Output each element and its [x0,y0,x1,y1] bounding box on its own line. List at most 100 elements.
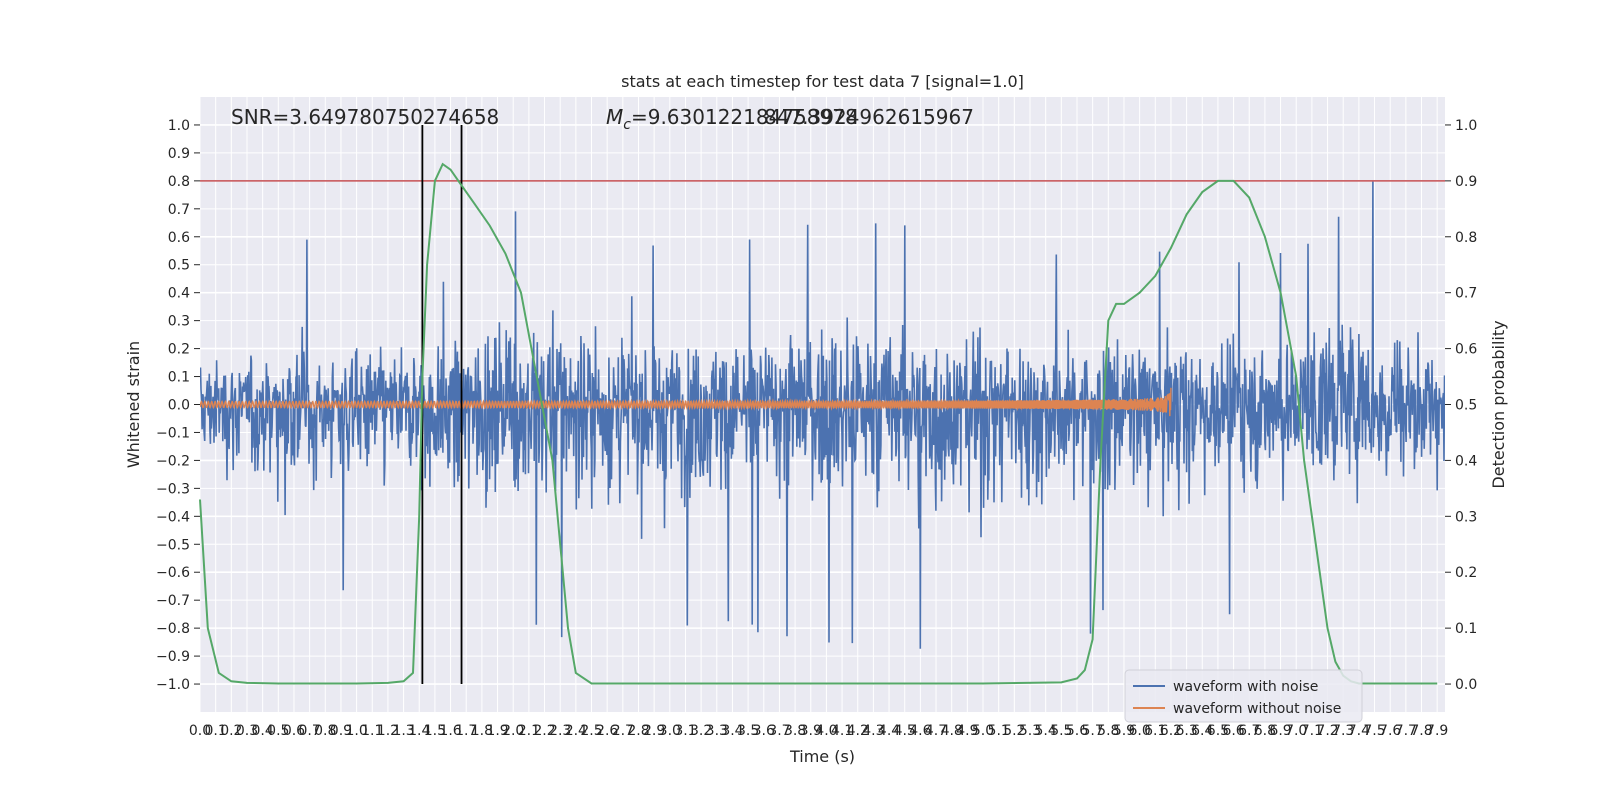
x-tick-label: 0.3 [236,723,258,739]
x-axis-label: Time (s) [789,747,855,766]
x-tick-label: 0.2 [220,723,242,739]
x-tick-label: 6.9 [1269,723,1291,739]
waveform-with-noise-line [200,181,1445,649]
y-tick-label: −0.3 [156,481,190,497]
y-tick-label: −0.6 [156,565,190,581]
x-axis-ticks: 0.00.10.20.30.40.50.60.70.80.91.01.11.21… [189,723,1448,739]
x-tick-label: 2.2 [533,723,555,739]
y2-tick-label: 0.6 [1455,342,1477,358]
x-tick-label: 6.1 [1144,723,1166,739]
y2-tick-label: 0.5 [1455,398,1477,414]
x-tick-label: 7.0 [1285,723,1307,739]
y2-axis-ticks: 1.0 0.9 0.8 0.7 0.6 0.5 0.4 0.3 0.2 0.1 0.0 [1445,118,1477,693]
x-tick-label: 4.4 [878,723,900,739]
x-tick-label: 3.1 [674,723,696,739]
x-tick-label: 0.8 [314,723,336,739]
x-tick-label: 2.9 [643,723,665,739]
x-tick-label: 7.7 [1395,723,1417,739]
x-tick-label: 5.0 [972,723,994,739]
x-tick-label: 1.1 [361,723,383,739]
y2-tick-label: 0.7 [1455,286,1477,302]
x-tick-label: 0.7 [298,723,320,739]
y-tick-label: 0.8 [168,174,190,190]
x-tick-label: 0.6 [283,723,305,739]
x-tick-label: 5.1 [988,723,1010,739]
x-tick-label: 6.4 [1191,723,1213,739]
waveform-with-noise-series [200,181,1445,649]
y-tick-label: 0.5 [168,258,190,274]
x-tick-label: 2.7 [612,723,634,739]
y2-axis-label: Detection probability [1489,320,1508,488]
y-tick-label: −0.4 [156,509,190,525]
x-tick-label: 7.3 [1332,723,1354,739]
waveform-without-noise-series [200,387,1172,417]
x-tick-label: 6.2 [1160,723,1182,739]
x-tick-label: 1.8 [471,723,493,739]
x-tick-label: 2.0 [502,723,524,739]
x-tick-label: 4.0 [815,723,837,739]
x-tick-label: 1.5 [424,723,446,739]
x-tick-label: 7.4 [1348,723,1370,739]
x-tick-label: 7.5 [1363,723,1385,739]
x-tick-label: 7.9 [1426,723,1448,739]
y-tick-label: 0.6 [168,230,190,246]
y2-tick-label: 0.4 [1455,453,1477,469]
x-tick-label: 0.4 [252,723,274,739]
chirp-mass-annotation: Mc=9.630122184758978 [606,105,858,133]
legend-entry-clean: waveform without noise [1173,701,1341,717]
x-tick-label: 7.2 [1316,723,1338,739]
y2-tick-label: 0.9 [1455,174,1477,190]
x-tick-label: 3.8 [784,723,806,739]
y2-tick-label: 0.3 [1455,509,1477,525]
x-tick-label: 6.5 [1207,723,1229,739]
y-axis-ticks: 1.0 0.9 0.8 0.7 0.6 0.5 0.4 0.3 0.2 0.1 0.0 −0.1 −0.… [156,118,200,693]
y-tick-label: −0.5 [156,537,190,553]
y-tick-label: −1.0 [156,677,190,693]
x-tick-label: 5.4 [1035,723,1057,739]
x-tick-label: 7.6 [1379,723,1401,739]
x-tick-label: 6.3 [1175,723,1197,739]
x-tick-label: 6.6 [1222,723,1244,739]
x-tick-label: 4.9 [956,723,978,739]
y-tick-label: 0.0 [168,398,190,414]
x-tick-label: 2.8 [627,723,649,739]
x-tick-label: 2.6 [596,723,618,739]
y-tick-label: −0.8 [156,621,190,637]
snr-annotation: SNR=3.649780750274658 [231,105,499,129]
x-tick-label: 5.6 [1066,723,1088,739]
legend-box [1124,669,1363,723]
x-tick-label: 6.8 [1254,723,1276,739]
x-tick-label: 4.8 [941,723,963,739]
x-tick-label: 1.0 [345,723,367,739]
x-tick-label: 3.7 [768,723,790,739]
legend-entry-noise: waveform with noise [1173,679,1318,695]
x-tick-label: 0.9 [330,723,352,739]
y-tick-label: 0.3 [168,314,190,330]
x-tick-label: 1.7 [455,723,477,739]
y2-tick-label: 0.8 [1455,230,1477,246]
x-tick-label: 3.0 [659,723,681,739]
x-tick-label: 6.0 [1128,723,1150,739]
overlapping-annotation: 847.3924962615967 [764,105,974,129]
y2-tick-label: 0.2 [1455,565,1477,581]
mc-symbol: M [606,105,623,129]
y-tick-label: 0.9 [168,146,190,162]
mc-value: =9.630122184758978 [631,105,858,129]
y2-tick-label: 1.0 [1455,118,1477,134]
x-tick-label: 3.9 [800,723,822,739]
x-tick-label: 2.1 [518,723,540,739]
y-tick-label: 0.2 [168,342,190,358]
y-tick-label: 1.0 [168,118,190,134]
x-tick-label: 3.5 [737,723,759,739]
y2-tick-label: 0.0 [1455,677,1477,693]
x-tick-label: 6.7 [1238,723,1260,739]
x-tick-label: 4.1 [831,723,853,739]
x-tick-label: 0.0 [189,723,211,739]
x-tick-label: 4.6 [909,723,931,739]
x-tick-label: 2.3 [549,723,571,739]
x-tick-label: 4.5 [894,723,916,739]
x-tick-label: 1.3 [392,723,414,739]
x-tick-label: 3.6 [753,723,775,739]
x-tick-label: 5.3 [1019,723,1041,739]
